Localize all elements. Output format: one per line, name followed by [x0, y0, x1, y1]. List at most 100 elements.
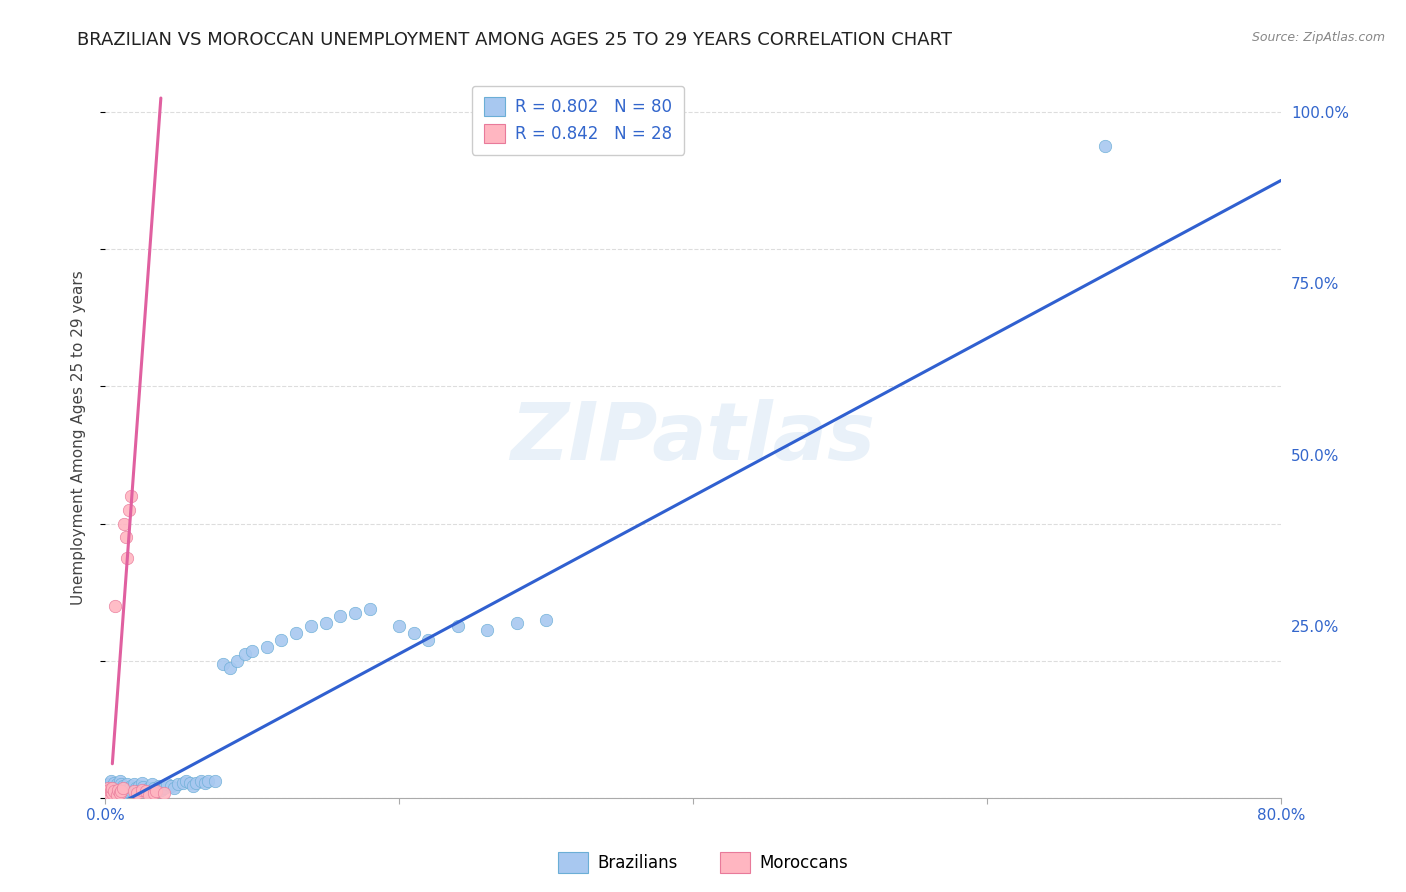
Point — [115, 784, 138, 798]
Text: Source: ZipAtlas.com: Source: ZipAtlas.com — [1251, 31, 1385, 45]
Point — [120, 779, 142, 793]
Point — [141, 777, 163, 791]
Point — [299, 619, 322, 633]
Point — [100, 782, 122, 797]
Point — [112, 780, 135, 795]
Point — [104, 599, 127, 613]
Point — [118, 782, 141, 797]
Legend: Brazilians, Moroccans: Brazilians, Moroccans — [551, 846, 855, 880]
Point — [105, 788, 128, 802]
Point — [505, 615, 527, 630]
Point — [101, 786, 124, 800]
Point — [179, 776, 201, 790]
Point — [315, 615, 337, 630]
Point — [117, 780, 139, 795]
Point — [129, 782, 152, 797]
Point — [329, 609, 352, 624]
Point — [142, 780, 165, 795]
Point — [104, 786, 127, 800]
Point — [115, 550, 138, 565]
Point — [219, 661, 242, 675]
Point — [131, 776, 153, 790]
Point — [108, 773, 131, 788]
Point — [117, 503, 139, 517]
Point — [163, 780, 186, 795]
Point — [226, 654, 249, 668]
Point — [145, 784, 167, 798]
Point — [111, 779, 134, 793]
Point — [100, 784, 122, 798]
Point — [204, 773, 226, 788]
Point — [112, 516, 135, 531]
Point — [190, 773, 212, 788]
Point — [138, 780, 160, 795]
Point — [174, 773, 197, 788]
Point — [125, 780, 148, 795]
Point — [103, 784, 125, 798]
Point — [96, 784, 118, 798]
Point — [418, 633, 440, 648]
Point — [124, 777, 146, 791]
Point — [97, 788, 120, 802]
Point — [534, 613, 557, 627]
Point — [194, 776, 217, 790]
Point — [256, 640, 278, 654]
Point — [111, 786, 134, 800]
Point — [101, 779, 124, 793]
Text: ZIPatlas: ZIPatlas — [510, 399, 876, 476]
Point — [447, 619, 470, 633]
Point — [108, 780, 131, 795]
Point — [110, 784, 132, 798]
Point — [152, 780, 174, 795]
Point — [115, 777, 138, 791]
Point — [285, 626, 308, 640]
Point — [240, 643, 263, 657]
Point — [98, 786, 121, 800]
Point — [148, 779, 170, 793]
Point — [149, 782, 172, 797]
Point — [107, 779, 129, 793]
Point — [167, 777, 190, 791]
Point — [107, 782, 129, 797]
Point — [132, 780, 155, 794]
Point — [128, 779, 150, 793]
Point — [270, 633, 292, 648]
Point — [103, 776, 125, 790]
Point — [359, 602, 381, 616]
Point — [107, 785, 129, 799]
Point — [233, 647, 256, 661]
Point — [105, 782, 128, 797]
Point — [160, 779, 183, 793]
Point — [96, 784, 118, 798]
Text: BRAZILIAN VS MOROCCAN UNEMPLOYMENT AMONG AGES 25 TO 29 YEARS CORRELATION CHART: BRAZILIAN VS MOROCCAN UNEMPLOYMENT AMONG… — [77, 31, 952, 49]
Point — [134, 782, 156, 797]
Point — [114, 530, 136, 544]
Point — [101, 780, 124, 795]
Point — [186, 776, 208, 790]
Point — [97, 780, 120, 795]
Point — [142, 786, 165, 800]
Legend: R = 0.802   N = 80, R = 0.842   N = 28: R = 0.802 N = 80, R = 0.842 N = 28 — [472, 86, 685, 155]
Point — [131, 782, 153, 797]
Point — [152, 786, 174, 800]
Point — [105, 777, 128, 791]
Point — [127, 784, 149, 798]
Point — [172, 776, 194, 790]
Point — [98, 780, 121, 795]
Point — [388, 619, 411, 633]
Point — [100, 773, 122, 788]
Point — [477, 623, 499, 637]
Point — [211, 657, 233, 672]
Point — [122, 780, 145, 795]
Point — [104, 780, 127, 794]
Point — [402, 626, 425, 640]
Point — [108, 786, 131, 800]
Point — [114, 782, 136, 797]
Point — [98, 782, 121, 797]
Point — [127, 786, 149, 800]
Point — [181, 779, 204, 793]
Point — [135, 784, 157, 798]
Point — [97, 777, 120, 791]
Point — [124, 784, 146, 798]
Point — [197, 773, 219, 788]
